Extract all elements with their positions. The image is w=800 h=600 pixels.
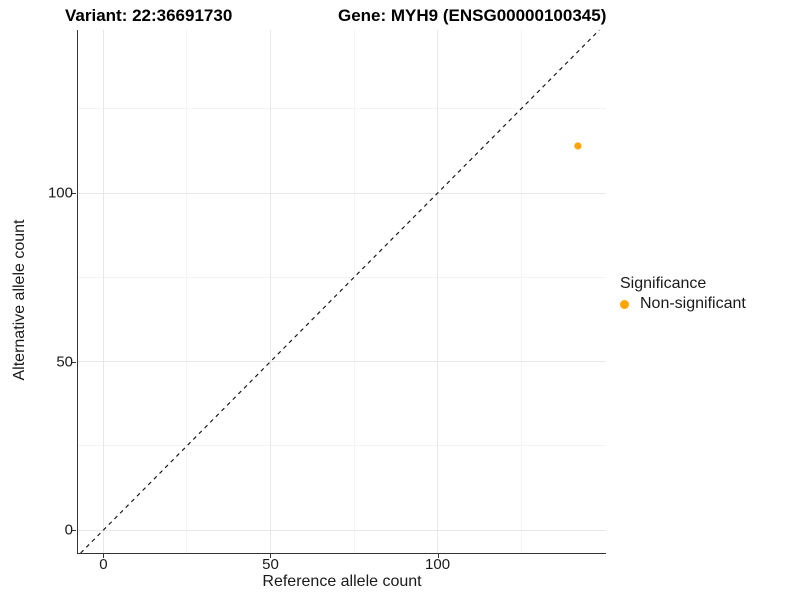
y-tick-mark [72,530,76,532]
y-major-gridline [78,529,606,531]
x-axis-tick-label: 100 [425,556,451,573]
legend: Significance Non-significant [620,274,746,313]
x-axis-line [77,553,606,554]
legend-point-swatch [620,299,629,309]
legend-item-label: Non-significant [640,295,746,312]
legend-items: Non-significant [620,295,746,313]
y-major-gridline [78,192,606,194]
identity-line [80,29,600,554]
y-tick-mark [72,193,76,195]
x-minor-gridline [520,30,522,553]
data-point [574,142,582,150]
x-tick-mark [437,554,439,558]
y-axis-tick-label: 50 [56,353,73,371]
y-major-gridline [78,361,606,363]
x-axis-tick-label: 0 [99,556,108,573]
y-axis-line [77,30,78,554]
y-minor-gridline [78,276,606,278]
y-axis-tick-label: 0 [64,521,73,539]
x-major-gridline [269,30,271,553]
y-tick-mark [72,361,76,363]
x-major-gridline [102,30,104,553]
y-axis-tick-label: 100 [47,184,73,202]
plot-title-variant: Variant: 22:36691730 [65,6,233,25]
x-tick-mark [270,554,272,558]
legend-title: Significance [620,275,707,292]
x-minor-gridline [353,30,355,553]
x-minor-gridline [186,30,188,553]
x-axis-title: Reference allele count [262,573,422,590]
y-axis-title: Alternative allele count [11,219,28,381]
x-major-gridline [437,30,439,553]
legend-item: Non-significant [620,295,746,313]
x-axis-tick-label: 50 [262,556,279,573]
y-minor-gridline [78,445,606,447]
plot-title-gene: Gene: MYH9 (ENSG00000100345) [338,6,607,25]
y-minor-gridline [78,108,606,110]
x-tick-mark [103,554,105,558]
